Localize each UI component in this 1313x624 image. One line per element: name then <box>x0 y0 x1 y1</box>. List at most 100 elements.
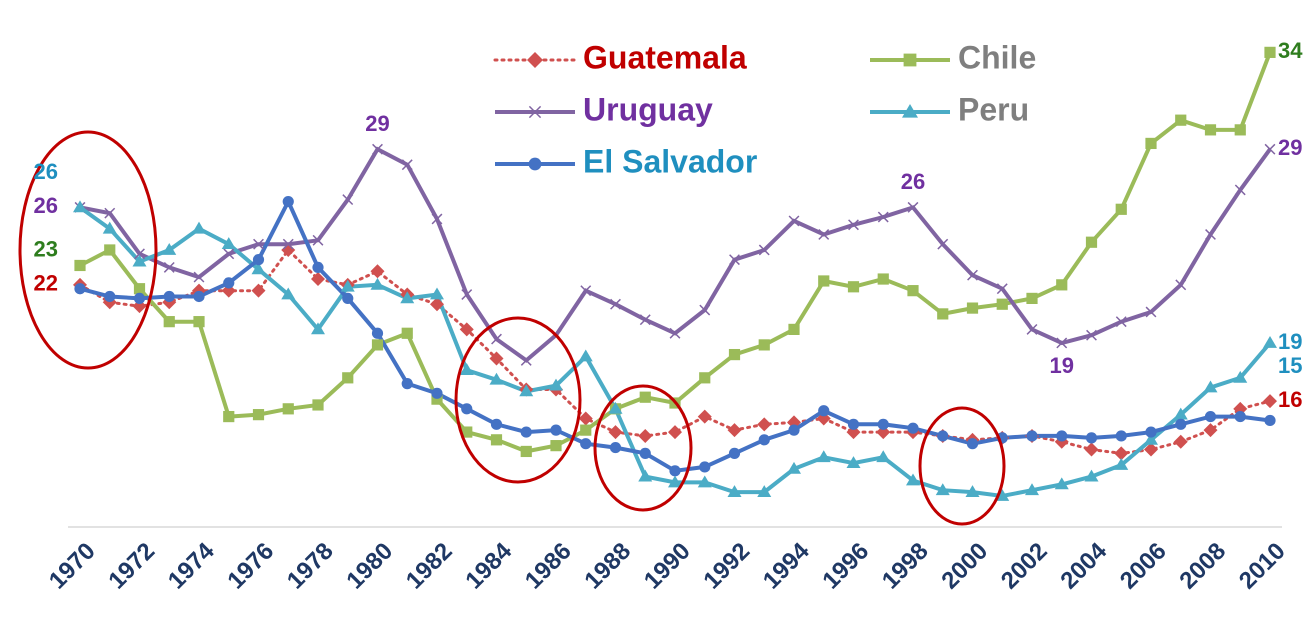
marker-square <box>342 372 354 384</box>
marker-circle <box>580 438 592 450</box>
marker-circle <box>371 327 384 339</box>
marker-circle <box>847 418 860 430</box>
marker-cross <box>669 327 681 339</box>
marker-cross <box>1145 306 1157 318</box>
marker-triangle <box>549 378 563 391</box>
marker-square <box>699 372 711 384</box>
marker-cross <box>967 269 978 281</box>
marker-circle <box>818 405 830 417</box>
marker-cross <box>848 219 859 231</box>
marker-cross <box>1175 279 1187 291</box>
marker-cross <box>1264 143 1276 155</box>
marker-cross <box>818 229 830 240</box>
marker-circle <box>520 426 532 438</box>
marker-square <box>490 434 503 446</box>
legend-label: Chile <box>958 39 1036 75</box>
series-markers <box>73 46 1277 501</box>
marker-triangle <box>1054 477 1069 490</box>
marker-circle <box>342 292 354 305</box>
marker-square <box>1115 203 1127 215</box>
marker-diamond <box>251 283 266 298</box>
marker-square <box>520 445 532 458</box>
marker-triangle <box>902 104 918 118</box>
marker-triangle <box>608 401 623 414</box>
marker-circle <box>669 465 681 477</box>
marker-square <box>877 273 889 285</box>
marker-triangle <box>519 384 534 397</box>
marker-diamond <box>1144 442 1158 457</box>
marker-triangle <box>935 483 950 496</box>
x-tick-label: 1996 <box>817 538 874 595</box>
marker-diamond <box>1173 434 1188 449</box>
marker-triangle <box>638 469 653 482</box>
data-label: 34 <box>1278 38 1303 63</box>
marker-square <box>907 285 919 297</box>
marker-circle <box>728 447 741 459</box>
marker-cross <box>1056 337 1068 349</box>
marker-circle <box>401 378 413 390</box>
marker-square <box>431 393 443 405</box>
x-axis: 1970 1972 1974 1976 1978 1980 1982 1984 1986 1988… <box>44 537 1291 594</box>
marker-diamond <box>668 425 682 440</box>
marker-square <box>1085 236 1098 248</box>
marker-circle <box>1175 418 1187 430</box>
marker-diamond <box>1263 394 1277 409</box>
marker-triangle <box>1173 407 1188 420</box>
x-tick-label: 1982 <box>401 538 458 595</box>
marker-square <box>223 410 235 423</box>
marker-cross <box>372 143 383 155</box>
series-line <box>78 247 1272 455</box>
marker-circle <box>937 430 949 442</box>
marker-cross <box>104 207 116 219</box>
marker-circle <box>907 422 919 434</box>
x-tick-label: 2004 <box>1055 537 1112 594</box>
marker-cross <box>282 238 294 250</box>
marker-triangle <box>251 262 266 275</box>
marker-triangle <box>430 287 444 300</box>
marker-square <box>966 302 979 314</box>
marker-cross <box>312 234 324 246</box>
marker-cross <box>163 261 175 273</box>
marker-square <box>1264 46 1276 58</box>
marker-circle <box>877 418 889 430</box>
x-tick-label: 1994 <box>758 537 815 594</box>
data-label: 15 <box>1278 353 1302 378</box>
x-tick-label: 1972 <box>103 538 160 595</box>
legend-label: Peru <box>958 91 1029 127</box>
marker-square <box>758 339 770 351</box>
marker-square <box>74 259 86 272</box>
marker-cross <box>134 248 145 260</box>
marker-square <box>903 53 917 67</box>
legend-item: El Salvador <box>495 143 757 179</box>
marker-circle <box>282 195 294 208</box>
legend: Guatemala Chile Uruguay Peru El Salvador <box>493 39 1036 179</box>
marker-square <box>312 399 324 411</box>
marker-cross <box>520 354 532 366</box>
marker-circle <box>1234 410 1246 423</box>
marker-diamond <box>638 428 653 443</box>
marker-square <box>937 308 949 320</box>
marker-triangle <box>132 254 147 267</box>
marker-diamond <box>578 411 593 426</box>
marker-triangle <box>1203 380 1218 393</box>
marker-circle <box>1085 432 1098 444</box>
marker-triangle <box>697 475 712 488</box>
marker-cross <box>223 248 235 260</box>
marker-circle <box>104 290 116 303</box>
marker-triangle <box>459 363 474 375</box>
data-label: 26 <box>34 193 58 218</box>
marker-cross <box>907 201 919 213</box>
marker-diamond <box>727 423 742 438</box>
marker-triangle <box>102 221 117 234</box>
marker-circle <box>1115 430 1127 442</box>
marker-cross <box>342 194 354 206</box>
marker-triangle <box>1114 458 1129 470</box>
marker-circle <box>788 424 800 436</box>
marker-triangle <box>578 349 593 362</box>
marker-square <box>1145 137 1157 150</box>
marker-square <box>550 440 562 452</box>
marker-circle <box>193 290 205 303</box>
marker-diamond <box>370 264 385 279</box>
